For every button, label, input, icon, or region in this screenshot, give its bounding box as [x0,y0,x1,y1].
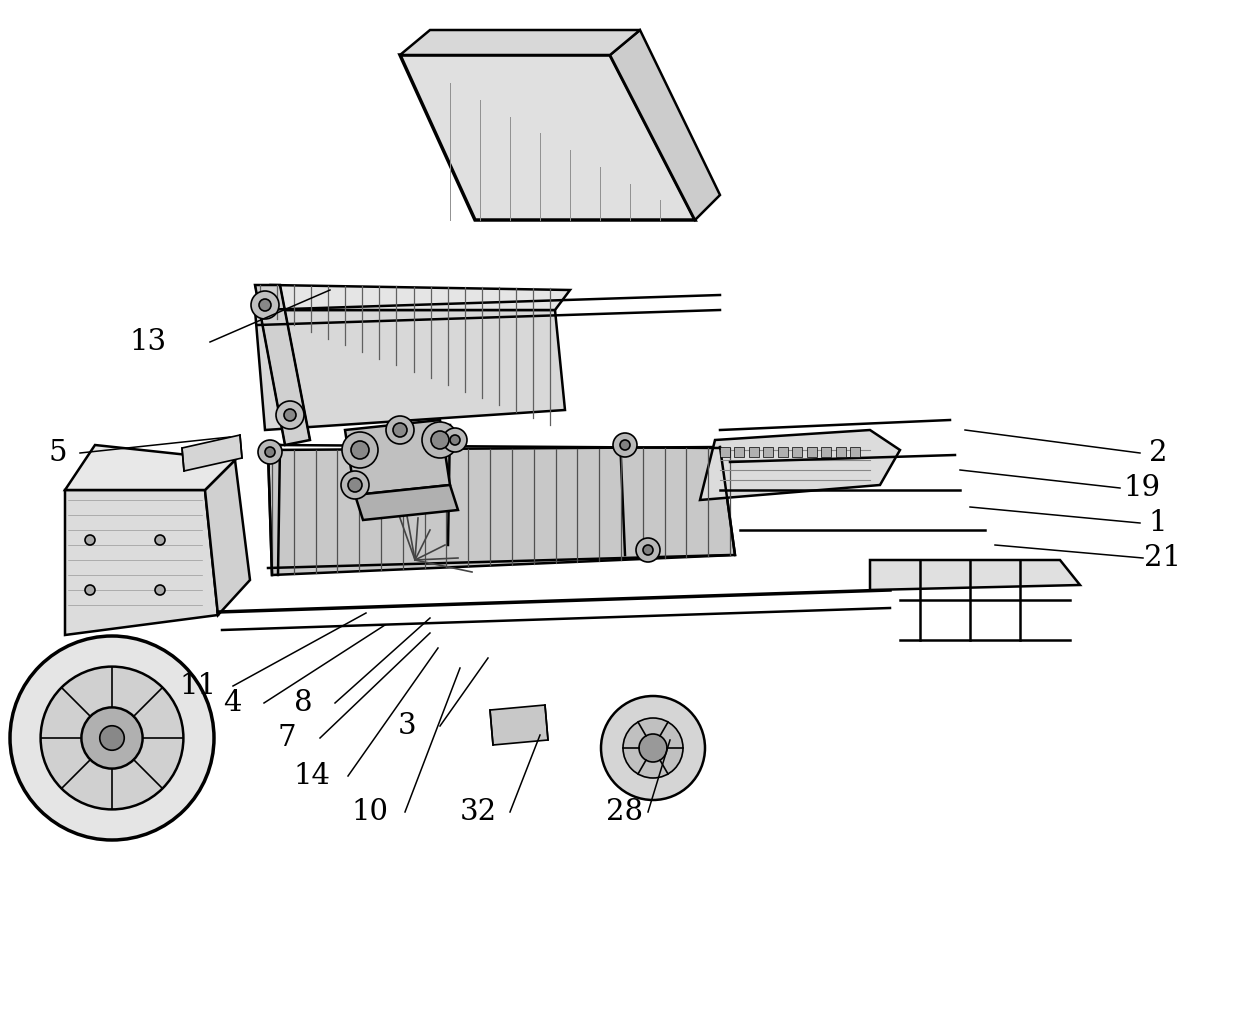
Polygon shape [792,447,802,457]
Circle shape [342,432,378,468]
Circle shape [422,422,458,458]
Polygon shape [610,30,720,220]
Circle shape [259,299,272,311]
Text: 1: 1 [1148,509,1167,537]
Text: 8: 8 [294,689,312,717]
Circle shape [10,636,215,840]
Circle shape [82,708,143,769]
Polygon shape [734,447,744,457]
Text: 7: 7 [278,724,296,752]
Polygon shape [268,447,735,575]
Text: 2: 2 [1148,439,1167,467]
Polygon shape [777,447,787,457]
Circle shape [639,734,667,762]
Circle shape [277,401,304,429]
Circle shape [341,471,370,499]
Text: 19: 19 [1123,474,1161,502]
Circle shape [450,435,460,445]
Polygon shape [701,430,900,500]
Polygon shape [720,447,730,457]
Polygon shape [205,460,250,615]
Polygon shape [64,445,236,490]
Circle shape [432,431,449,449]
Circle shape [86,535,95,545]
Text: 5: 5 [48,439,67,467]
Circle shape [265,447,275,457]
Circle shape [393,423,407,437]
Circle shape [155,535,165,545]
Polygon shape [355,485,458,520]
Polygon shape [64,490,218,635]
Text: 11: 11 [180,672,217,700]
Text: 32: 32 [460,798,496,826]
Polygon shape [490,704,548,745]
Circle shape [620,440,630,450]
Text: 28: 28 [606,798,644,826]
Circle shape [99,726,124,750]
Circle shape [622,718,683,778]
Text: 21: 21 [1145,544,1182,572]
Polygon shape [255,285,310,445]
Circle shape [386,416,414,444]
Circle shape [258,440,281,464]
Polygon shape [807,447,817,457]
Circle shape [351,441,370,459]
Text: 4: 4 [223,689,242,717]
Polygon shape [870,560,1080,590]
Circle shape [86,585,95,595]
Polygon shape [849,447,861,457]
Text: 3: 3 [398,712,417,740]
Text: 10: 10 [351,798,388,826]
Polygon shape [182,435,242,471]
Polygon shape [255,310,565,430]
Circle shape [601,696,706,800]
Text: 14: 14 [294,762,331,790]
Circle shape [613,433,637,457]
Circle shape [41,667,184,810]
Circle shape [644,545,653,555]
Polygon shape [836,447,846,457]
Circle shape [443,428,467,452]
Circle shape [284,409,296,421]
Polygon shape [345,420,450,495]
Polygon shape [401,55,694,220]
Polygon shape [749,447,759,457]
Polygon shape [401,30,640,55]
Text: 13: 13 [129,328,166,356]
Polygon shape [255,285,570,310]
Polygon shape [764,447,774,457]
Circle shape [348,478,362,492]
Polygon shape [821,447,831,457]
Circle shape [155,585,165,595]
Circle shape [250,291,279,319]
Circle shape [636,538,660,562]
